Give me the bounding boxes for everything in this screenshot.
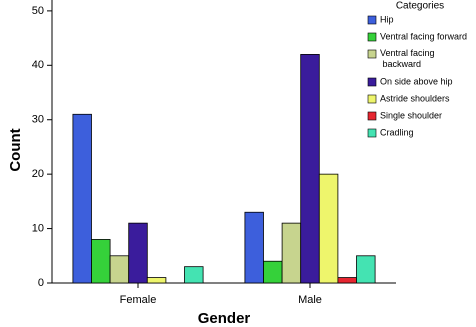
legend-swatch bbox=[367, 111, 377, 121]
bar bbox=[184, 266, 204, 284]
bar bbox=[281, 222, 302, 284]
x-tick-label: Female bbox=[120, 294, 157, 306]
y-tick-label: 0 bbox=[38, 277, 44, 289]
x-tick-label: Male bbox=[298, 294, 322, 306]
bar bbox=[300, 54, 320, 284]
bar bbox=[128, 222, 148, 284]
legend-label: Single shoulder bbox=[380, 110, 442, 120]
y-axis-title: Count bbox=[7, 128, 24, 171]
legend-label: Hip bbox=[380, 14, 394, 24]
legend-swatch bbox=[367, 49, 377, 59]
bar bbox=[72, 113, 92, 284]
legend-label: Ventral facing forward bbox=[380, 31, 467, 41]
y-tick-label: 40 bbox=[32, 59, 44, 71]
bar bbox=[356, 255, 376, 284]
bar bbox=[337, 277, 357, 284]
bar bbox=[146, 277, 167, 284]
legend-label: Cradling bbox=[380, 127, 414, 137]
legend-swatch bbox=[367, 77, 377, 87]
y-tick-label: 20 bbox=[32, 168, 44, 180]
bar bbox=[244, 211, 264, 284]
legend-swatch bbox=[367, 15, 377, 25]
legend-label: Astride shoulders bbox=[380, 93, 450, 103]
bar bbox=[109, 255, 130, 284]
bar bbox=[91, 239, 111, 284]
y-tick-label: 50 bbox=[32, 5, 44, 17]
bar bbox=[263, 260, 283, 284]
legend-swatch bbox=[367, 32, 377, 42]
legend-swatch bbox=[367, 128, 377, 138]
bar bbox=[318, 173, 339, 284]
x-axis-title: Gender bbox=[198, 310, 251, 327]
legend-label: Ventral facing backward bbox=[380, 48, 435, 69]
legend-title: Categories bbox=[396, 1, 444, 12]
y-tick-label: 30 bbox=[32, 114, 44, 126]
legend-swatch bbox=[367, 94, 377, 104]
y-tick-label: 10 bbox=[32, 222, 44, 234]
legend-label: On side above hip bbox=[380, 76, 453, 86]
